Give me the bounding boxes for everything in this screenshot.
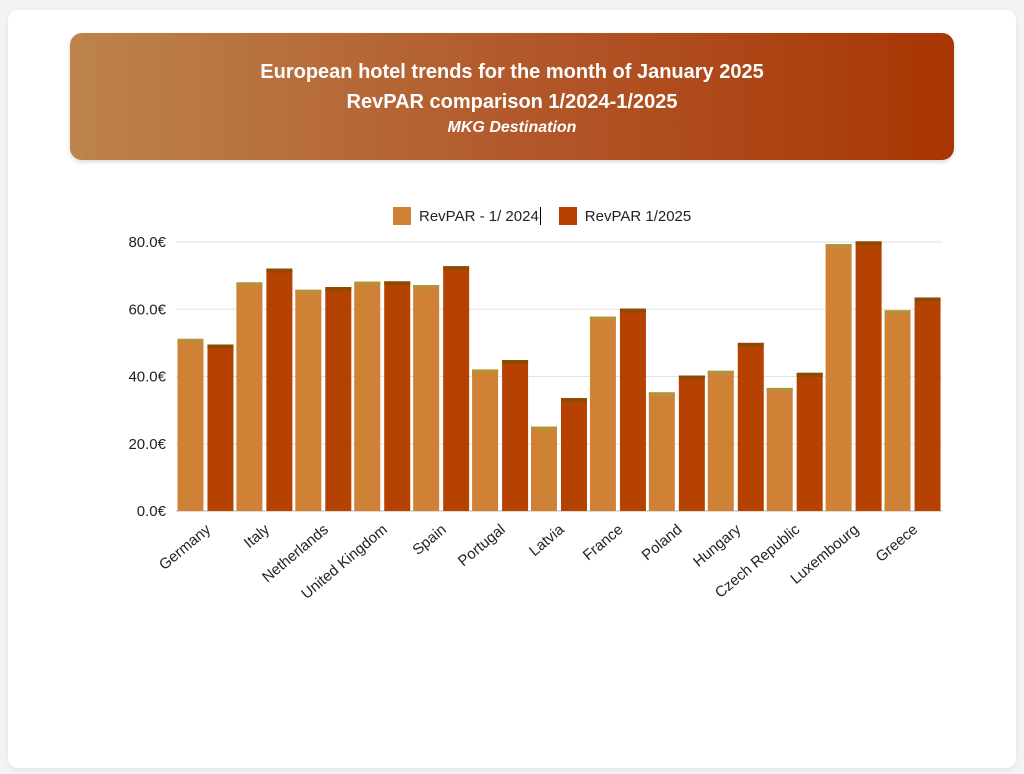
bar-2024 [766, 387, 793, 511]
bar-cap [177, 338, 204, 343]
legend: RevPAR - 1/ 2024 RevPAR 1/2025 [393, 207, 691, 225]
bar-2025 [914, 297, 941, 511]
y-tick-label: 0.0€ [137, 503, 167, 520]
x-tick-label: Hungary [690, 521, 745, 571]
chart-title: European hotel trends for the month of J… [260, 61, 764, 83]
y-tick-label: 60.0€ [128, 301, 166, 318]
bar-2025 [443, 266, 470, 511]
bar-2025 [737, 342, 764, 511]
bar-2024 [177, 338, 204, 511]
x-tick-label: Germany [156, 521, 215, 574]
bar-cap [619, 308, 646, 313]
x-tick-label: Italy [241, 521, 273, 552]
x-tick-label: France [580, 521, 627, 564]
bar-cap [384, 281, 411, 286]
bar-2024 [707, 370, 734, 511]
bar-2025 [384, 281, 411, 511]
bar-cap [855, 241, 882, 246]
x-tick-label: Latvia [526, 521, 568, 560]
bar-2024 [236, 282, 263, 511]
bar-cap [766, 387, 793, 392]
bar-cap [207, 344, 234, 349]
bar-cap [796, 372, 823, 377]
bar-cap [443, 266, 470, 271]
chart-source: MKG Destination [447, 119, 577, 136]
title-banner: European hotel trends for the month of J… [70, 33, 954, 160]
legend-swatch-2025 [558, 207, 577, 225]
text-cursor [539, 207, 541, 225]
bar-2025 [207, 344, 234, 511]
bar-cap [678, 375, 705, 380]
x-tick-label: Greece [872, 521, 921, 566]
bar-cap [295, 289, 322, 294]
bar-cap [648, 392, 675, 397]
bar-2024 [589, 316, 616, 511]
x-tick-label: Spain [409, 521, 449, 559]
bar-cap [737, 342, 764, 347]
x-tick-label: Portugal [455, 521, 509, 570]
bar-cap [354, 281, 381, 286]
bar-2024 [295, 289, 322, 511]
bar-2025 [502, 360, 529, 511]
bar-2024 [825, 244, 852, 511]
bar-2025 [266, 268, 293, 511]
bar-cap [531, 426, 557, 431]
bar-cap [325, 287, 352, 292]
bar-cap [825, 244, 852, 249]
y-tick-label: 40.0€ [128, 369, 166, 386]
y-tick-label: 80.0€ [128, 234, 166, 251]
legend-label-2024: RevPAR - 1/ 2024 [419, 207, 539, 225]
bar-cap [236, 282, 263, 287]
bar-cap [413, 285, 440, 290]
chart-subtitle: RevPAR comparison 1/2024-1/2025 [346, 91, 678, 113]
x-tick-label: Poland [639, 521, 686, 564]
bar-cap [707, 370, 734, 375]
bar-2025 [325, 287, 352, 511]
bar-2024 [354, 281, 381, 511]
legend-label-2025: RevPAR 1/2025 [584, 207, 692, 225]
bar-cap [914, 297, 941, 302]
bar-2024 [531, 426, 557, 511]
bar-2024 [472, 369, 499, 511]
bar-cap [266, 268, 293, 273]
bar-2025 [561, 398, 587, 511]
bar-cap [502, 360, 529, 365]
y-tick-label: 20.0€ [128, 436, 166, 453]
bar-2024 [648, 392, 675, 511]
bar-cap [561, 398, 587, 403]
bar-2025 [796, 372, 823, 511]
bar-cap [472, 369, 499, 374]
bar-cap [589, 316, 616, 321]
bar-2025 [678, 375, 705, 511]
legend-swatch-2024 [393, 207, 411, 225]
bar-2025 [619, 308, 646, 511]
bar-cap [884, 310, 911, 315]
bar-2024 [413, 285, 440, 511]
bar-2024 [884, 310, 911, 511]
bar-2025 [855, 241, 882, 511]
